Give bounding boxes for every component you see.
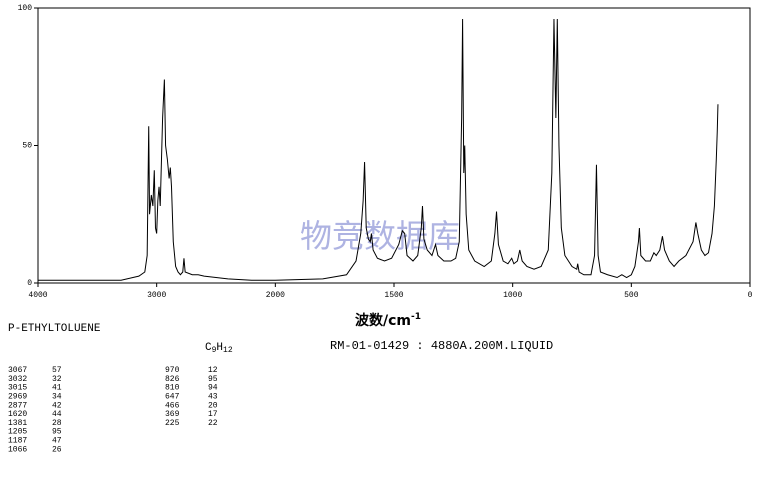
formula-part: C	[205, 342, 212, 354]
peak-table-cell: 810	[165, 384, 180, 393]
peak-table-cell: 2969	[8, 393, 27, 402]
x-tick-label: 1000	[503, 291, 522, 300]
y-tick-label: 0	[27, 279, 32, 288]
watermark: 物竞数据库	[300, 217, 460, 255]
subtitle: RM-01-01429 : 4880A.200M.LIQUID	[330, 339, 553, 353]
formula-part: H	[216, 342, 223, 354]
peak-table-cell: 1187	[8, 437, 27, 446]
peak-table-cell: 466	[165, 401, 180, 410]
peak-table-cell: 3067	[8, 366, 27, 375]
peak-table-cell: 44	[52, 410, 62, 419]
peak-table-cell: 1620	[8, 410, 27, 419]
peak-table-cell: 41	[52, 384, 62, 393]
peak-table-cell: 43	[208, 393, 218, 402]
spectrum-line	[38, 18, 719, 281]
peak-table-cell: 2877	[8, 401, 27, 410]
peak-table-cell: 94	[208, 384, 218, 393]
peak-table-cell: 1381	[8, 419, 27, 428]
x-tick-label: 1500	[384, 291, 403, 300]
compound-name: P-ETHYLTOLUENE	[8, 323, 101, 335]
peak-table-cell: 47	[52, 437, 62, 446]
peak-table-cell: 12	[208, 366, 218, 375]
x-tick-label: 500	[624, 291, 639, 300]
x-label-main: 波数/cm	[355, 312, 411, 329]
y-tick-label: 100	[18, 4, 33, 13]
peak-table-cell: 28	[52, 419, 62, 428]
formula-sub: 9	[212, 346, 217, 355]
peak-table-cell: 22	[208, 419, 218, 428]
x-tick-label: 0	[748, 291, 753, 300]
peak-table-cell: 57	[52, 366, 62, 375]
y-tick-label: 50	[22, 142, 32, 151]
peak-table-cell: 826	[165, 375, 180, 384]
peak-table-cell: 20	[208, 401, 218, 410]
peak-table-cell: 1066	[8, 445, 27, 454]
peak-table-cell: 1205	[8, 428, 27, 437]
peak-table-cell: 34	[52, 393, 62, 402]
peak-table-cell: 369	[165, 410, 180, 419]
peak-table-cell: 3015	[8, 384, 27, 393]
x-axis-label: 波数/cm-1	[355, 312, 421, 330]
peak-table-cell: 17	[208, 410, 218, 419]
peak-table-cell: 95	[208, 375, 218, 384]
x-tick-label: 2000	[266, 291, 285, 300]
x-label-sup: -1	[411, 312, 421, 322]
peak-table-cell: 26	[52, 445, 62, 454]
peak-table-cell: 95	[52, 428, 62, 437]
peak-table-cell: 32	[52, 375, 62, 384]
peak-table-cell: 3032	[8, 375, 27, 384]
peak-table-cell: 225	[165, 419, 180, 428]
formula: C9H12	[205, 342, 233, 355]
peak-table-cell: 42	[52, 401, 62, 410]
x-tick-label: 3000	[147, 291, 166, 300]
formula-sub: 12	[223, 346, 233, 355]
x-tick-label: 4000	[28, 291, 47, 300]
peak-table-cell: 647	[165, 393, 180, 402]
peak-table-cell: 970	[165, 366, 180, 375]
